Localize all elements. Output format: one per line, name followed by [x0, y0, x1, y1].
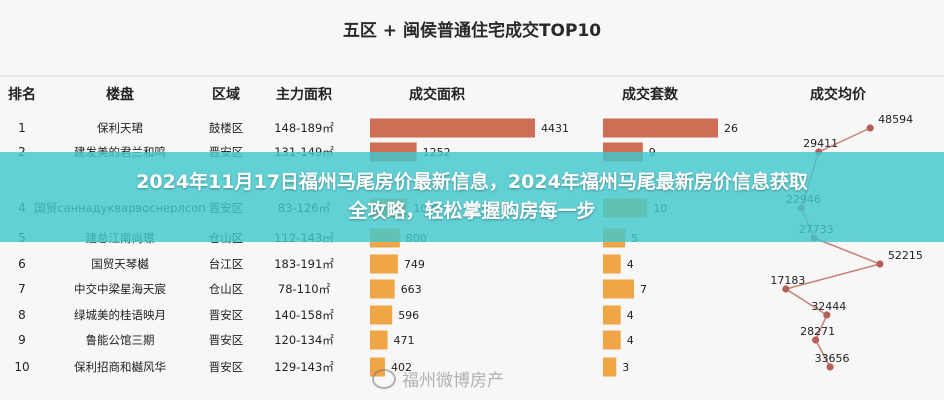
count-value-label: 4 — [627, 334, 634, 347]
area-bar — [370, 118, 535, 138]
watermark: 福州微博房产 — [372, 366, 504, 391]
count-value-label: 3 — [622, 361, 629, 374]
area-value-label: 402 — [391, 361, 412, 374]
row-rank: 8 — [18, 308, 26, 322]
column-header: 成交面积 — [409, 86, 465, 103]
area-bar — [370, 305, 393, 325]
chart-title: 五区 + 闽侯普通住宅成交TOP10 — [343, 20, 601, 41]
price-point — [823, 311, 831, 319]
headline-line-2: 全攻略，轻松掌握购房每一步 — [348, 200, 596, 222]
column-headers: 排名 楼盘 区域 主力面积 成交面积 成交套数 成交均价 — [8, 86, 867, 103]
count-bar — [603, 305, 621, 325]
column-header: 主力面积 — [276, 86, 332, 103]
count-value-label: 7 — [640, 283, 647, 296]
watermark-text: 福州微博房产 — [402, 371, 504, 391]
column-header: 排名 — [8, 86, 36, 103]
column-header: 楼盘 — [106, 86, 134, 103]
row-rank: 6 — [18, 257, 26, 271]
row-project-name: 国贸天琴樾 — [91, 257, 149, 271]
count-bar — [603, 330, 621, 350]
column-header: 区域 — [212, 86, 240, 103]
count-value-label: 4 — [627, 309, 634, 322]
price-value-label: 32444 — [811, 300, 846, 313]
price-value-label: 28271 — [800, 325, 835, 338]
row-district: 晋安区 — [209, 308, 244, 322]
column-header: 成交均价 — [810, 86, 867, 103]
count-bar — [603, 279, 634, 299]
price-value-label: 52215 — [888, 249, 923, 262]
row-main-size: 183-191㎡ — [274, 257, 334, 271]
row-rank: 1 — [18, 121, 26, 135]
area-bar — [370, 330, 388, 350]
row-project-name: 保利招商和樾风华 — [74, 360, 166, 374]
price-value-label: 33656 — [815, 352, 850, 365]
row-project-name: 绿城美的桂语映月 — [74, 308, 166, 322]
count-bar — [603, 118, 718, 138]
price-value-label: 17183 — [770, 274, 805, 287]
headline-line-1: 2024年11月17日福州马尾房价最新信息，2024年福州马尾最新房价信息获取 — [136, 171, 808, 193]
row-project-name: 鲁能公馆三期 — [86, 333, 155, 347]
count-bar — [603, 357, 617, 377]
price-value-label: 29411 — [803, 137, 838, 150]
count-value-label: 4 — [627, 258, 634, 271]
price-point — [826, 363, 834, 371]
count-bar — [603, 254, 621, 274]
price-point — [876, 260, 884, 268]
row-main-size: 129-143㎡ — [274, 360, 334, 374]
row-district: 台江区 — [209, 257, 244, 271]
row-main-size: 78-110㎡ — [278, 282, 331, 296]
price-point — [812, 336, 820, 344]
row-rank: 9 — [18, 333, 26, 347]
area-value-label: 4431 — [541, 122, 569, 135]
area-value-label: 663 — [401, 283, 422, 296]
row-district: 晋安区 — [209, 360, 244, 374]
headline-banner: 2024年11月17日福州马尾房价最新信息，2024年福州马尾最新房价信息获取 … — [0, 152, 944, 242]
area-bar — [370, 254, 398, 274]
row-project-name: 中交中梁星海天宸 — [74, 282, 166, 296]
area-value-label: 471 — [394, 334, 415, 347]
row-rank: 10 — [14, 360, 29, 374]
weibo-icon — [372, 368, 396, 389]
row-district: 仓山区 — [209, 282, 244, 296]
area-value-label: 749 — [404, 258, 425, 271]
row-main-size: 148-189㎡ — [274, 121, 334, 135]
row-main-size: 120-134㎡ — [274, 333, 334, 347]
area-bar — [370, 279, 395, 299]
row-project-name: 保利天珺 — [97, 121, 143, 135]
row-main-size: 140-158㎡ — [274, 308, 334, 322]
area-value-label: 596 — [398, 309, 419, 322]
row-rank: 7 — [18, 282, 26, 296]
row-district: 晋安区 — [209, 333, 244, 347]
price-value-label: 48594 — [878, 113, 913, 126]
headline-text: 2024年11月17日福州马尾房价最新信息，2024年福州马尾最新房价信息获取 … — [37, 168, 907, 226]
count-value-label: 26 — [724, 122, 738, 135]
column-header: 成交套数 — [622, 86, 679, 103]
row-district: 鼓楼区 — [209, 121, 244, 135]
price-point — [782, 285, 790, 293]
price-point — [866, 124, 874, 132]
